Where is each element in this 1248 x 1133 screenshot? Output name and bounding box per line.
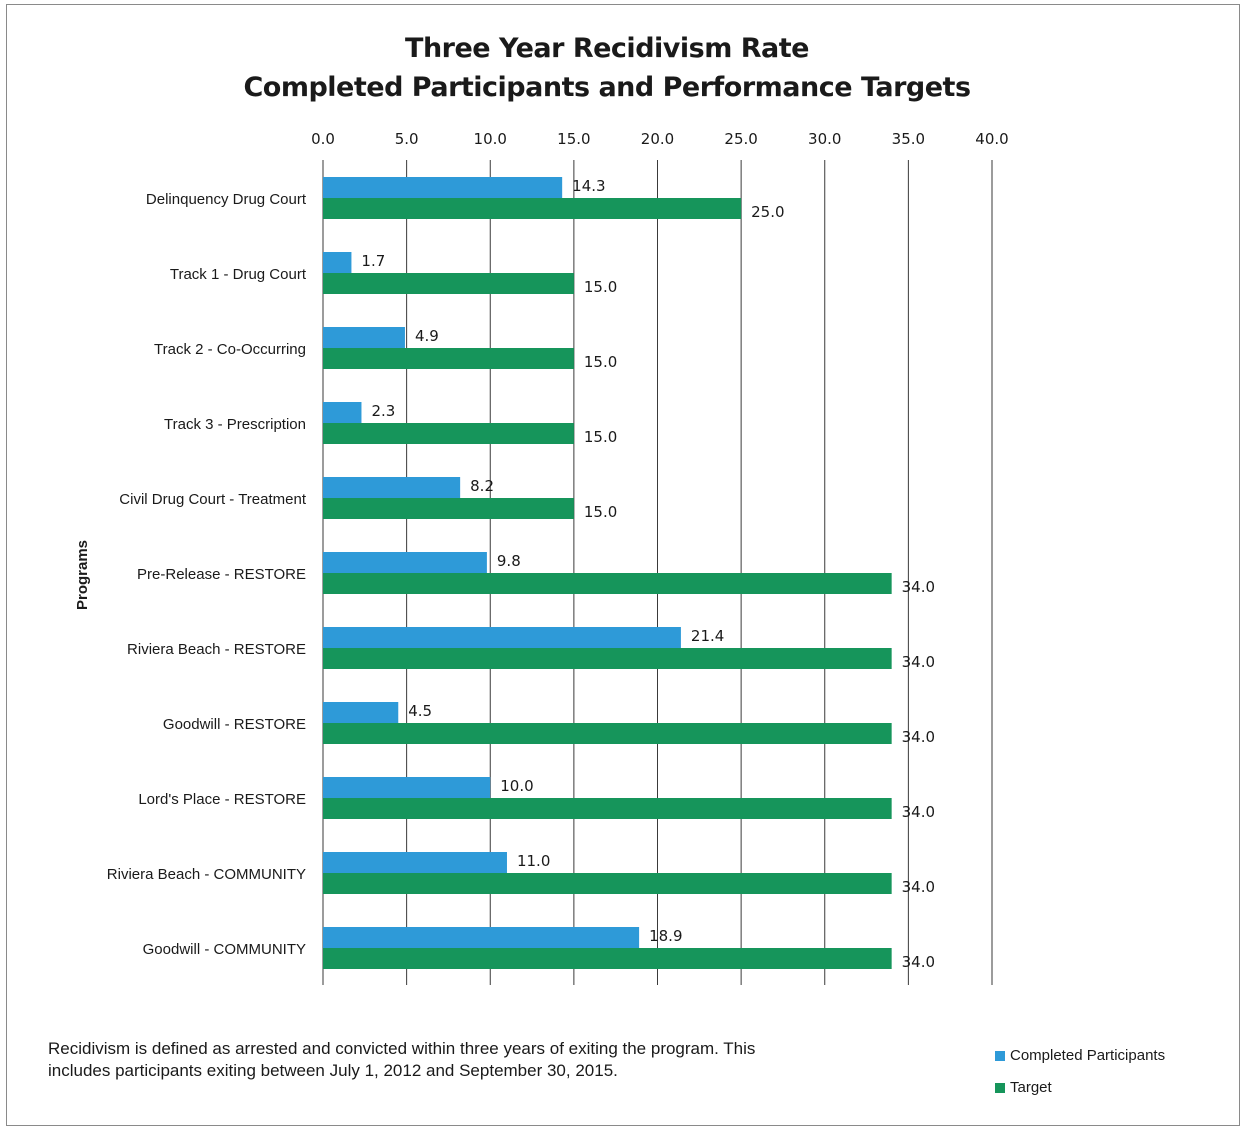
x-axis-ticks: 0.0 5.0 10.0 15.0 20.0 25.0 30.0 35.0 40.0	[311, 130, 1009, 148]
category-label: Track 2 - Co-Occurring	[154, 341, 306, 358]
bar-target	[323, 273, 574, 294]
category-label: Goodwill - RESTORE	[163, 716, 306, 733]
legend-item-target: Target	[995, 1079, 1052, 1096]
x-tick-label: 10.0	[474, 130, 507, 148]
bar-target	[323, 198, 742, 219]
data-label-target: 34.0	[902, 878, 935, 896]
x-tick-label: 15.0	[557, 130, 590, 148]
category-label: Lord's Place - RESTORE	[138, 791, 306, 808]
chart-subtitle: Completed Participants and Performance T…	[243, 72, 971, 103]
footnote: Recidivism is defined as arrested and co…	[48, 1039, 756, 1080]
bar-completed	[323, 627, 681, 648]
bar-target	[323, 573, 892, 594]
x-tick-label: 25.0	[724, 130, 757, 148]
x-tick-label: 5.0	[395, 130, 419, 148]
data-label-target: 34.0	[902, 653, 935, 671]
data-label-completed: 2.3	[371, 402, 395, 420]
bar-target	[323, 798, 892, 819]
legend-swatch-target	[995, 1082, 1005, 1093]
x-tick-label: 35.0	[892, 130, 925, 148]
bars	[323, 177, 892, 969]
legend-swatch-completed	[995, 1050, 1005, 1061]
data-label-target: 15.0	[584, 503, 617, 521]
category-label: Riviera Beach - COMMUNITY	[107, 866, 306, 883]
category-label: Track 3 - Prescription	[164, 416, 306, 433]
data-label-completed: 18.9	[649, 927, 682, 945]
category-label: Track 1 - Drug Court	[170, 266, 307, 283]
category-label: Civil Drug Court - Treatment	[119, 491, 307, 508]
bar-completed	[323, 702, 399, 723]
bar-completed	[323, 552, 487, 573]
bar-completed	[323, 852, 507, 873]
x-tick-label: 0.0	[311, 130, 335, 148]
chart-frame	[6, 4, 1240, 1126]
data-label-target: 34.0	[902, 953, 935, 971]
data-label-completed: 8.2	[470, 477, 494, 495]
category-label: Riviera Beach - RESTORE	[127, 641, 306, 658]
data-label-target: 34.0	[902, 728, 935, 746]
x-tick-label: 30.0	[808, 130, 841, 148]
data-label-completed: 10.0	[500, 777, 533, 795]
data-label-completed: 11.0	[517, 852, 550, 870]
data-label-completed: 21.4	[691, 627, 724, 645]
bar-target	[323, 723, 892, 744]
bar-completed	[323, 927, 640, 948]
bar-target	[323, 348, 574, 369]
chart-title: Three Year Recidivism Rate	[405, 33, 809, 64]
data-label-target: 34.0	[902, 803, 935, 821]
bar-completed	[323, 252, 352, 273]
y-axis-label: Programs	[74, 540, 91, 610]
bar-target	[323, 648, 892, 669]
bar-completed	[323, 327, 405, 348]
x-tick-label: 40.0	[975, 130, 1008, 148]
x-tick-label: 20.0	[641, 130, 674, 148]
data-label-completed: 1.7	[361, 252, 385, 270]
data-label-target: 15.0	[584, 428, 617, 446]
bar-completed	[323, 477, 461, 498]
data-label-target: 15.0	[584, 353, 617, 371]
bar-completed	[323, 402, 362, 423]
gridlines	[322, 160, 993, 985]
data-labels: 14.3 25.0 1.7 15.0 4.9 15.0 2.3 15.0 8.2 15.0 9.8 3…	[361, 177, 935, 971]
data-label-target: 15.0	[584, 278, 617, 296]
data-label-completed: 4.5	[408, 702, 432, 720]
legend-label-completed: Completed Participants	[1010, 1047, 1166, 1064]
data-label-completed: 9.8	[497, 552, 521, 570]
data-label-completed: 4.9	[415, 327, 439, 345]
bar-target	[323, 423, 574, 444]
data-label-target: 34.0	[902, 578, 935, 596]
category-label: Goodwill - COMMUNITY	[143, 941, 306, 958]
bar-completed	[323, 777, 491, 798]
category-label: Delinquency Drug Court	[146, 191, 307, 208]
bar-target	[323, 948, 892, 969]
bar-completed	[323, 177, 563, 198]
legend-item-completed: Completed Participants	[995, 1047, 1165, 1064]
data-label-target: 25.0	[751, 203, 784, 221]
data-label-completed: 14.3	[572, 177, 605, 195]
category-label: Pre-Release - RESTORE	[137, 566, 306, 583]
legend-label-target: Target	[1010, 1079, 1052, 1096]
category-labels: Delinquency Drug Court Track 1 - Drug Cou…	[107, 191, 307, 958]
bar-target	[323, 498, 574, 519]
bar-target	[323, 873, 892, 894]
